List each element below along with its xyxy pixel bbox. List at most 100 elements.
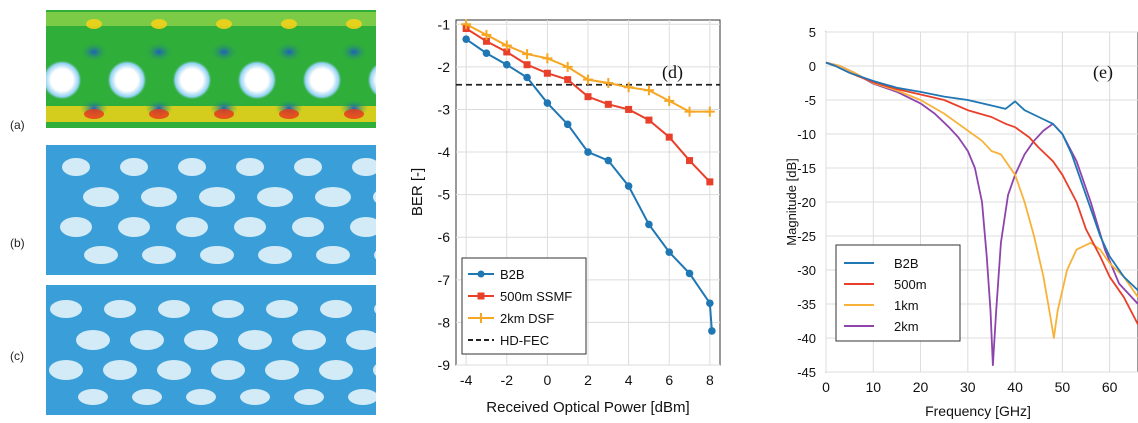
ber-y-tick-label: -3 [438,101,451,117]
ber-data-point [625,105,633,113]
eye-opening [373,191,376,203]
eye-opening [130,330,164,350]
magnitude-y-tick-label: -15 [797,161,816,176]
eye-label-a: (a) [10,118,25,132]
eye-a-small-opening [145,42,173,62]
eye-opening [120,158,148,176]
ber-x-axis-label: Received Optical Power [dBm] [486,399,689,416]
ber-y-tick-label: -2 [438,59,451,75]
ber-data-point [706,178,714,186]
ber-data-point [502,60,511,69]
eye-opening [84,246,118,264]
eye-opening [62,158,90,176]
eye-a-small-opening [340,42,368,62]
ber-data-point [624,182,633,190]
eye-opening [104,300,136,318]
magnitude-y-axis-label: Magnitude [dB] [784,158,799,245]
eye-a-hot-spot [279,109,299,119]
ber-x-tick-label: -4 [460,372,473,388]
eye-opening [178,158,206,176]
ber-chart: -4 -2 0 2 4 6 8 -1 -2 -3 -4 -5 -6 -7 -8 -9 (d) Received… [409,16,721,416]
eye-opening [373,364,376,376]
eye-label-c: (c) [10,349,24,363]
ber-data-point [604,100,612,108]
eye-opening [350,217,376,237]
eye-opening [83,187,119,207]
eye-a-opening [367,63,376,97]
magnitude-y-tick-label: -30 [797,263,816,278]
eye-a-crossing [86,19,102,29]
magnitude-series-line [825,61,1138,325]
ber-y-tick-label: -5 [438,187,451,203]
ber-y-axis-label: BER [-] [409,168,426,216]
ber-legend-label: HD-FEC [500,333,549,348]
ber-data-point [482,49,491,58]
ber-data-point [686,157,694,165]
magnitude-x-tick-label: 30 [960,379,976,395]
ber-legend-marker [477,292,485,300]
ber-series-line [465,38,713,331]
eye-label-b: (b) [10,236,25,250]
eye-opening [352,158,376,176]
ber-legend-label: 2km DSF [500,311,554,326]
eye-opening [76,330,110,350]
eye-opening [157,360,191,380]
ber-data-point [643,85,654,96]
eye-a-hot-spot [344,109,364,119]
eye-diagram-a [46,10,376,128]
eye-opening [292,217,324,237]
eye-a-small-opening [275,42,303,62]
eye-diagram-panel: (a) (b) (c) [0,0,400,423]
eye-opening [132,389,162,405]
magnitude-x-axis-label: Frequency [GHz] [925,403,1031,419]
ber-data-point [543,69,551,77]
magnitude-y-tick-label: -45 [797,365,816,380]
magnitude-x-tick-label: 10 [865,379,881,395]
eye-diagram-c [46,285,376,415]
magnitude-y-tick-label: 0 [809,59,816,74]
ber-panel-letter: (d) [662,62,683,83]
ber-data-point [704,106,715,117]
ber-data-point [482,37,490,45]
ber-data-point [664,95,675,106]
magnitude-chart: 0 10 20 30 40 50 6050-5-10-15-20-25-30-35-40-4… [784,25,1138,419]
ber-data-point [562,61,573,72]
eye-opening [176,217,208,237]
eye-opening [257,187,293,207]
ber-y-tick-label: -7 [438,272,451,288]
eye-a-crossing [281,19,297,29]
eye-opening [316,246,350,264]
ber-data-point [665,248,674,256]
ber-data-point [481,29,492,40]
eye-opening [78,389,108,405]
magnitude-y-tick-label: -20 [797,195,816,210]
eye-opening [200,246,234,264]
ber-y-tick-label: -8 [438,314,451,330]
eye-opening [320,300,352,318]
ber-legend-label: B2B [500,267,525,282]
ber-legend-marker [476,313,486,323]
eye-opening [60,217,92,237]
eye-opening [258,246,292,264]
eye-opening [240,389,270,405]
magnitude-y-tick-label: -35 [797,297,816,312]
magnitude-y-tick-label: -10 [797,127,816,142]
eye-a-opening [302,60,342,100]
ber-data-point [645,116,653,124]
eye-opening [184,330,218,350]
eye-opening [118,217,150,237]
magnitude-x-tick-label: 60 [1102,379,1118,395]
eye-a-hot-spot [214,109,234,119]
ber-legend-label: 500m SSMF [500,289,572,304]
magnitude-y-tick-label: -40 [797,331,816,346]
ber-data-point [503,48,511,56]
eye-diagram-b [46,145,376,275]
eye-opening [199,187,235,207]
eye-a-hot-spot [149,109,169,119]
magnitude-y-tick-label: 5 [809,25,816,40]
ber-y-tick-label: -6 [438,229,451,245]
ber-x-tick-label: 2 [584,372,592,388]
magnitude-legend: B2B 500m 1km 2km [835,244,961,342]
ber-data-point [462,35,470,43]
ber-data-point [523,61,531,69]
